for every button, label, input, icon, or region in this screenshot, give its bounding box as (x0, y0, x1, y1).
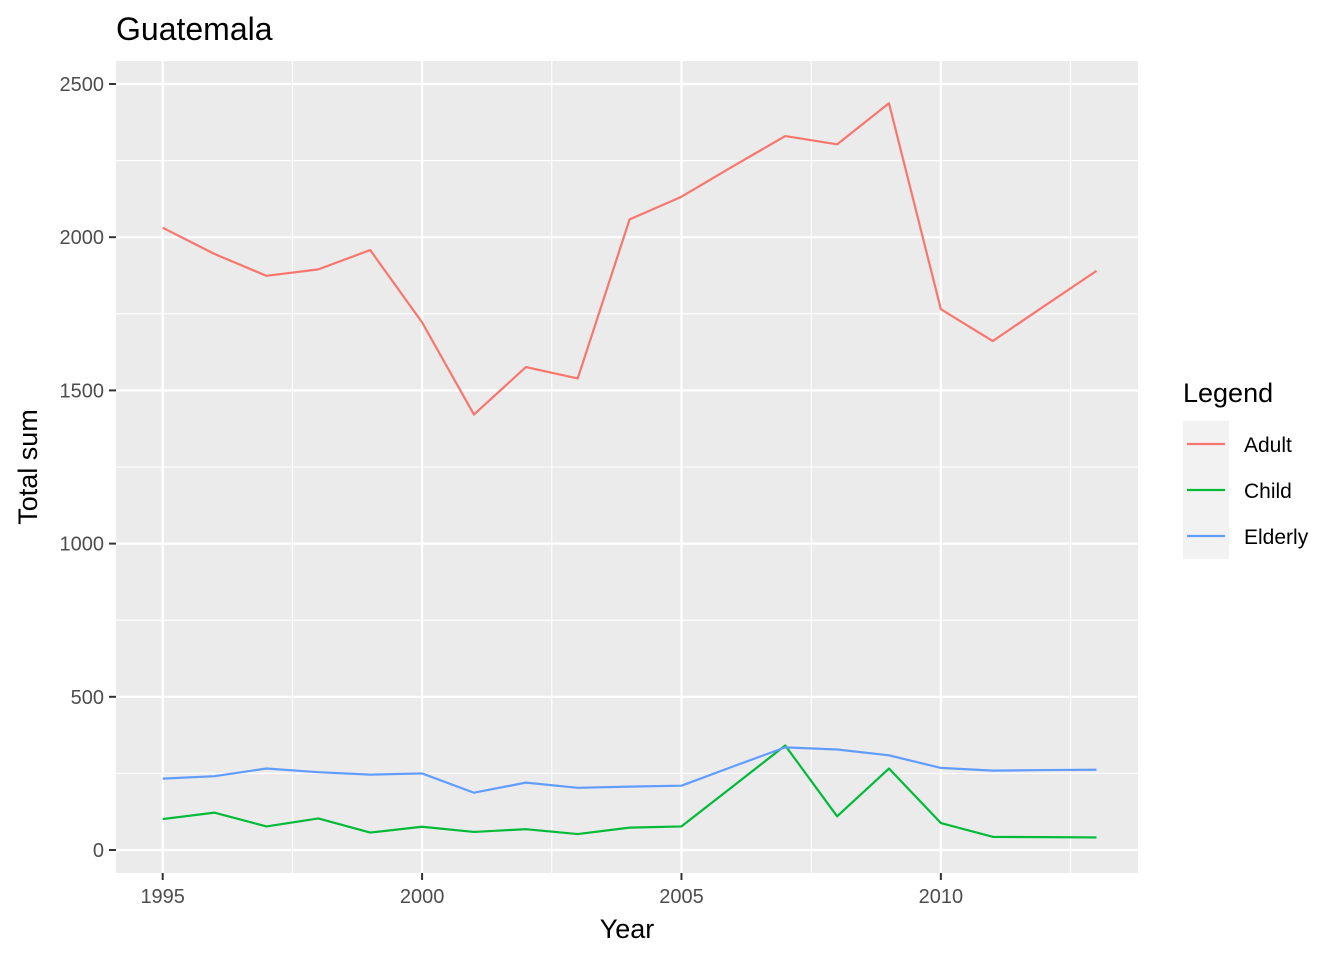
x-tick-label: 2005 (659, 886, 704, 908)
series-line-child (162, 744, 1097, 839)
minor-gridlines (116, 61, 1138, 873)
legend-label-elderly: Elderly (1244, 526, 1309, 549)
y-tick-label: 2500 (60, 74, 105, 96)
x-tick-label: 2010 (919, 886, 964, 908)
y-tick-label: 0 (93, 840, 104, 862)
y-tick-label: 1000 (60, 534, 105, 556)
series-line-elderly (162, 746, 1097, 794)
x-axis: 1995 2000 2005 2010 (140, 873, 963, 908)
legend: Legend Adult Child Elderly (1183, 378, 1309, 559)
x-tick-label: 1995 (140, 886, 185, 908)
series-line-adult (162, 102, 1098, 416)
chart-title: Guatemala (116, 11, 273, 47)
major-gridlines (116, 61, 1138, 873)
legend-title: Legend (1183, 378, 1273, 408)
x-tick-label: 2000 (400, 886, 445, 908)
y-tick-label: 500 (71, 687, 104, 709)
series-lines (162, 102, 1098, 839)
x-axis-title: Year (600, 914, 655, 944)
y-tick-label: 2000 (60, 227, 105, 249)
y-axis-title: Total sum (13, 409, 43, 525)
y-tick-label: 1500 (60, 380, 105, 402)
legend-label-child: Child (1244, 480, 1292, 503)
legend-items: Adult Child Elderly (1183, 421, 1309, 559)
y-axis: 0 500 1000 1500 2000 2500 (60, 74, 116, 862)
legend-label-adult: Adult (1244, 434, 1292, 457)
